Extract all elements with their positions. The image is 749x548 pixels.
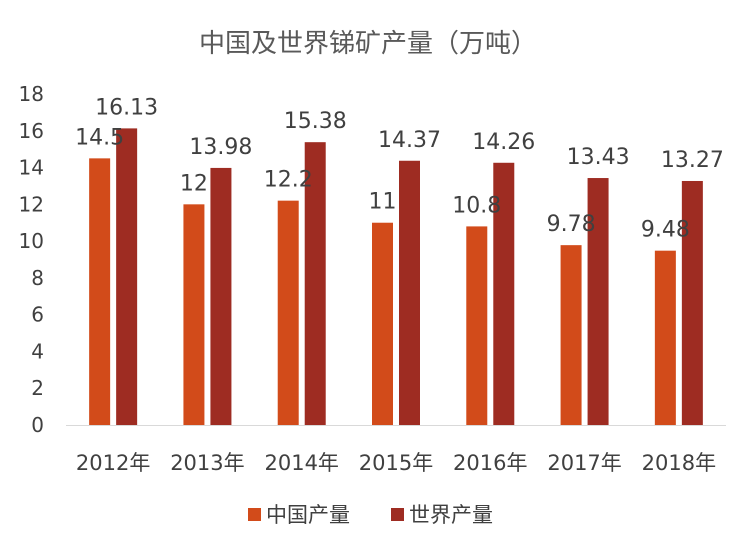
data-label: 10.8 bbox=[452, 193, 501, 218]
data-labels: 14.5 12 12.2 11 10.8 9.78 9.48 16.13 13.98 15.38 1… bbox=[75, 95, 724, 242]
data-label: 13.98 bbox=[189, 135, 252, 160]
legend-label: 世界产量 bbox=[409, 503, 493, 527]
bars bbox=[89, 128, 703, 426]
bar-world bbox=[587, 178, 609, 425]
bar-world bbox=[399, 160, 420, 426]
chart-title: 中国及世界锑矿产量（万吨） bbox=[199, 29, 537, 59]
bar-world bbox=[681, 180, 703, 425]
x-tick-label: 2014年 bbox=[264, 451, 338, 475]
y-tick-label: 8 bbox=[31, 266, 44, 290]
data-label: 16.13 bbox=[95, 95, 158, 120]
y-tick-label: 18 bbox=[19, 82, 44, 106]
x-tick-label: 2015年 bbox=[359, 451, 433, 475]
x-axis: 2012年 2013年 2014年 2015年 2016年 2017年 2018年 bbox=[66, 425, 726, 475]
x-tick-label: 2017年 bbox=[547, 451, 621, 475]
data-label: 15.38 bbox=[284, 109, 347, 134]
data-label: 9.78 bbox=[547, 212, 596, 237]
y-tick-label: 16 bbox=[19, 119, 44, 143]
x-tick-label: 2018年 bbox=[642, 451, 716, 475]
bar-china bbox=[560, 245, 582, 425]
bar-world bbox=[116, 128, 138, 426]
x-tick-label: 2012年 bbox=[76, 451, 150, 475]
legend-swatch bbox=[248, 508, 261, 521]
x-tick-label: 2013年 bbox=[170, 451, 244, 475]
y-tick-label: 0 bbox=[31, 413, 44, 437]
data-label: 12.2 bbox=[264, 168, 313, 193]
data-label: 14.26 bbox=[472, 130, 535, 155]
legend-label: 中国产量 bbox=[266, 503, 350, 527]
bar-world bbox=[210, 167, 232, 425]
y-axis: 0 2 4 6 8 10 12 14 16 18 bbox=[19, 82, 44, 437]
x-tick-label: 2016年 bbox=[453, 451, 527, 475]
data-label: 14.5 bbox=[75, 125, 124, 150]
data-label: 14.37 bbox=[378, 128, 441, 153]
legend-swatch bbox=[391, 508, 404, 521]
data-label: 13.43 bbox=[567, 145, 630, 170]
y-tick-label: 6 bbox=[31, 303, 44, 327]
bar-world bbox=[493, 162, 515, 425]
y-tick-label: 14 bbox=[19, 156, 44, 180]
y-tick-label: 12 bbox=[19, 192, 44, 216]
data-label: 11 bbox=[369, 190, 397, 215]
bar-china bbox=[183, 204, 205, 425]
bar-china bbox=[466, 226, 488, 425]
bar-china bbox=[277, 200, 299, 425]
data-label: 13.27 bbox=[661, 148, 724, 173]
bar-china bbox=[89, 158, 111, 425]
bar-world bbox=[304, 142, 326, 425]
legend: 中国产量 世界产量 bbox=[248, 503, 493, 527]
y-tick-label: 10 bbox=[19, 229, 44, 253]
y-tick-label: 2 bbox=[31, 376, 44, 400]
bar-china bbox=[654, 250, 676, 425]
data-label: 12 bbox=[180, 171, 208, 196]
bar-china bbox=[372, 222, 393, 425]
data-label: 9.48 bbox=[641, 218, 690, 243]
y-tick-label: 4 bbox=[31, 339, 44, 363]
